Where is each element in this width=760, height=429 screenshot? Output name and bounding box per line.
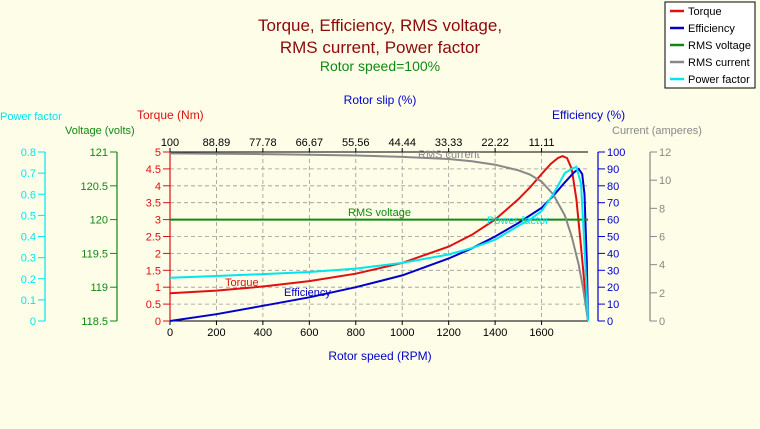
x-tick-label: 200 [207,327,225,339]
power_factor-tick-label: 0.5 [21,210,36,222]
power_factor-tick-label: 0.3 [21,253,36,265]
current-tick-label: 0 [659,316,665,328]
torque-tick-label: 0.5 [146,299,161,311]
chart-title: Torque, Efficiency, RMS voltage, [258,16,502,35]
series-line-rms-current [169,152,589,322]
voltage-tick-label: 119.5 [81,248,108,260]
x-top-axis-label: Rotor slip (%) [344,93,417,107]
efficiency-tick-label: 40 [607,248,619,260]
efficiency-tick-label: 60 [607,215,619,227]
series-line-power-factor [169,165,589,322]
torque-tick-label: 2.5 [146,232,161,244]
x-tick-label: 1600 [529,327,553,339]
x-axis-label: Rotor speed (RPM) [328,349,431,363]
torque-tick-label: 4.5 [146,164,161,176]
power_factor-tick-label: 0.6 [21,189,36,201]
x-tick-label: 0 [167,327,173,339]
current-tick-label: 12 [659,147,671,159]
power-factor-axis-label: Power factor [0,111,62,123]
torque-tick-label: 0 [155,316,161,328]
series-lines [169,152,589,322]
voltage-tick-label: 120.5 [80,181,108,193]
plot-area [170,152,588,321]
chart-subtitle: Rotor speed=100% [320,58,440,74]
voltage-tick-label: 121 [90,147,108,159]
legend-entry: Power factor [688,74,750,86]
legend: Torque Efficiency RMS voltage RMS current Po… [664,1,756,89]
x-top-tick-label: 11.11 [529,137,555,149]
series-line-torque [169,155,589,322]
current-tick-label: 8 [659,203,665,215]
efficiency-tick-label: 10 [607,299,619,311]
efficiency-axis-label: Efficiency (%) [552,108,625,122]
x-top-tick-label: 33.33 [435,137,463,149]
legend-entry: Torque [688,6,722,18]
curve-labels: Torque Efficiency RMS voltage RMS current Po… [225,149,549,299]
series-line-efficiency [169,167,589,322]
torque-tick-label: 4 [155,181,161,193]
current-tick-label: 10 [659,175,671,187]
x-top-tick-label: 55.56 [342,137,370,149]
power_factor-tick-label: 0.1 [21,295,36,307]
efficiency-tick-label: 30 [607,265,619,277]
x-top-tick-label: 44.44 [388,137,416,149]
chart-title-line2: RMS current, Power factor [280,38,481,57]
efficiency-tick-label: 90 [607,164,619,176]
power_factor-tick-label: 0 [30,316,36,328]
legend-entry: RMS voltage [688,40,751,52]
current-tick-label: 6 [659,232,665,244]
curve-label-torque: Torque [225,277,259,289]
torque-tick-label: 3 [155,215,161,227]
curve-label-power-factor: Power factor [487,215,549,227]
power_factor-tick-label: 0.8 [21,147,36,159]
x-tick-label: 1000 [390,327,414,339]
x-tick-label: 600 [300,327,318,339]
legend-entry: RMS current [688,57,750,69]
power_factor-tick-label: 0.7 [21,168,36,180]
grid [170,151,588,321]
power_factor-tick-label: 0.4 [21,232,36,244]
x-tick-label: 1200 [436,327,460,339]
current-tick-label: 4 [659,260,665,272]
torque-tick-label: 2 [155,248,161,260]
x-tick-label: 1400 [483,327,507,339]
torque-axis-label: Torque (Nm) [137,108,204,122]
x-top-tick-label: 22.22 [481,137,509,149]
current-axis-label: Current (amperes) [612,125,702,137]
voltage-tick-label: 119 [90,282,108,294]
torque-tick-label: 5 [155,147,161,159]
power_factor-tick-label: 0.2 [21,274,36,286]
efficiency-tick-label: 50 [607,232,619,244]
x-tick-label: 800 [347,327,365,339]
torque-tick-label: 1 [155,282,161,294]
torque-tick-label: 1.5 [146,265,161,277]
x-tick-label: 400 [254,327,272,339]
curve-label-rms-current: RMS current [418,149,480,161]
curve-label-rms-voltage: RMS voltage [348,207,411,219]
x-top-tick-label: 66.67 [296,137,324,149]
x-top-tick-label: 100 [161,137,179,149]
voltage-axis-label: Voltage (volts) [65,125,135,137]
legend-entry: Efficiency [688,23,735,35]
efficiency-tick-label: 0 [607,316,613,328]
torque-tick-label: 3.5 [146,198,161,210]
x-top-tick-label: 77.78 [249,137,277,149]
efficiency-tick-label: 70 [607,198,619,210]
voltage-tick-label: 118.5 [81,316,108,328]
efficiency-tick-label: 100 [607,147,625,159]
efficiency-tick-label: 20 [607,282,619,294]
curve-label-efficiency: Efficiency [284,287,331,299]
current-tick-label: 2 [659,288,665,300]
voltage-tick-label: 120 [90,215,108,227]
efficiency-tick-label: 80 [607,181,619,193]
x-top-tick-label: 88.89 [203,137,231,149]
